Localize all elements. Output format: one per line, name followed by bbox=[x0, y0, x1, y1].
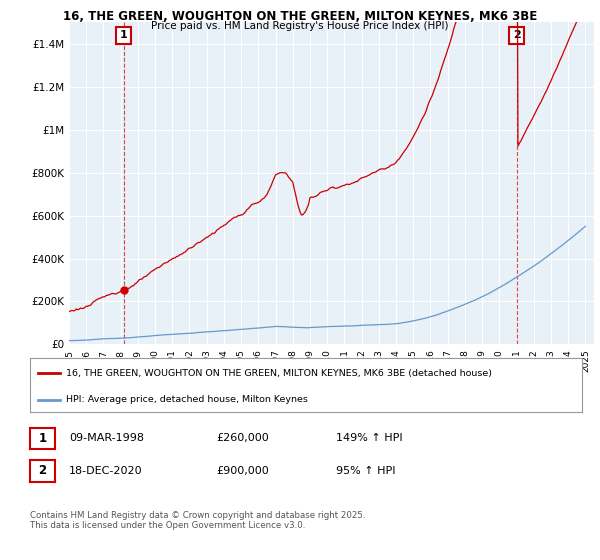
Text: 149% ↑ HPI: 149% ↑ HPI bbox=[336, 433, 403, 444]
Text: 1: 1 bbox=[119, 30, 127, 40]
Text: 1: 1 bbox=[38, 432, 47, 445]
Text: 2: 2 bbox=[38, 464, 47, 478]
Text: £900,000: £900,000 bbox=[216, 466, 269, 476]
Text: 16, THE GREEN, WOUGHTON ON THE GREEN, MILTON KEYNES, MK6 3BE (detached house): 16, THE GREEN, WOUGHTON ON THE GREEN, MI… bbox=[66, 369, 492, 378]
Text: £260,000: £260,000 bbox=[216, 433, 269, 444]
Text: 09-MAR-1998: 09-MAR-1998 bbox=[69, 433, 144, 444]
Text: 18-DEC-2020: 18-DEC-2020 bbox=[69, 466, 143, 476]
Text: 16, THE GREEN, WOUGHTON ON THE GREEN, MILTON KEYNES, MK6 3BE: 16, THE GREEN, WOUGHTON ON THE GREEN, MI… bbox=[63, 10, 537, 23]
Text: 95% ↑ HPI: 95% ↑ HPI bbox=[336, 466, 395, 476]
Text: Price paid vs. HM Land Registry's House Price Index (HPI): Price paid vs. HM Land Registry's House … bbox=[151, 21, 449, 31]
Text: 2: 2 bbox=[512, 30, 520, 40]
Text: Contains HM Land Registry data © Crown copyright and database right 2025.
This d: Contains HM Land Registry data © Crown c… bbox=[30, 511, 365, 530]
Text: HPI: Average price, detached house, Milton Keynes: HPI: Average price, detached house, Milt… bbox=[66, 395, 308, 404]
